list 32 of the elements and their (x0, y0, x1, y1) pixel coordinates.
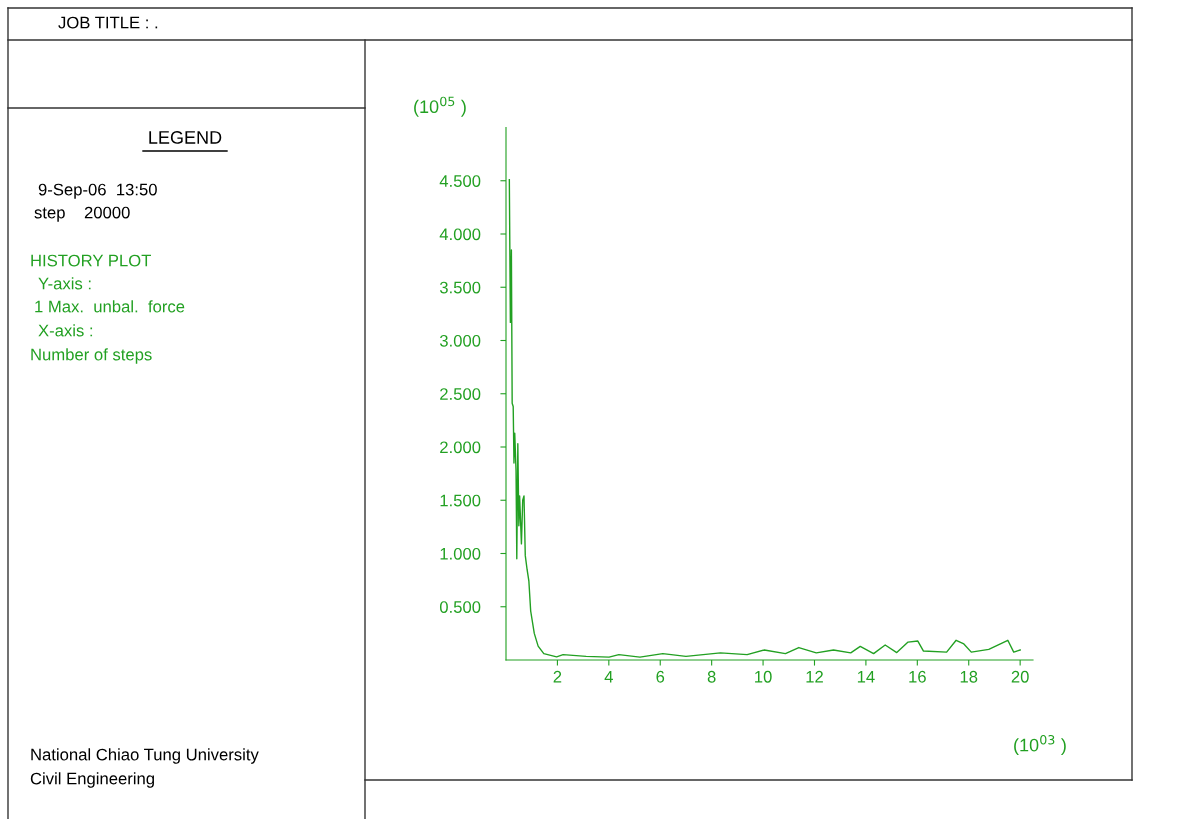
y-tick-label: 2.000 (440, 441, 481, 454)
text: LEGEND (149, 131, 222, 144)
text: step 20000 (34, 206, 130, 222)
x-tick-label: 18 (960, 670, 978, 683)
y-tick-label: 3.000 (439, 334, 481, 347)
text: HISTORY PLOT (31, 254, 151, 267)
y-tick-label: 3.500 (439, 281, 481, 294)
y-axis-title: (10$^{05}$ ) (414, 96, 466, 117)
x-tick-label: 6 (656, 670, 665, 683)
x-tick-label: 20 (1011, 670, 1029, 683)
x-axis-title: (10$^{03}$ ) (1014, 735, 1066, 756)
x-tick-label: 2 (553, 670, 562, 683)
text: Civil Engineering (30, 772, 154, 788)
y-tick-label: 4.000 (439, 228, 481, 241)
text: 9-Sep-06 13:50 (38, 183, 157, 199)
text: X-axis : (38, 324, 93, 337)
text: National Chiao Tung University (31, 748, 259, 764)
text: Number of steps (31, 348, 152, 364)
text: JOB TITLE : . (58, 16, 158, 29)
x-tick-label: 12 (806, 670, 823, 683)
x-tick-label: 16 (909, 670, 926, 683)
x-tick-label: 14 (857, 671, 875, 683)
text: Y-axis : (38, 277, 91, 290)
y-tick-label: 1.500 (440, 494, 481, 507)
x-tick-label: 4 (604, 671, 613, 683)
y-tick-label: 2.500 (440, 388, 481, 400)
text: 1 Max. unbal. force (35, 300, 185, 313)
x-tick-label: 8 (707, 670, 716, 683)
y-tick-label: 4.500 (439, 175, 481, 187)
y-tick-label: 1.000 (440, 547, 481, 560)
x-tick-label: 10 (755, 670, 772, 683)
y-tick-label: 0.500 (439, 601, 481, 613)
